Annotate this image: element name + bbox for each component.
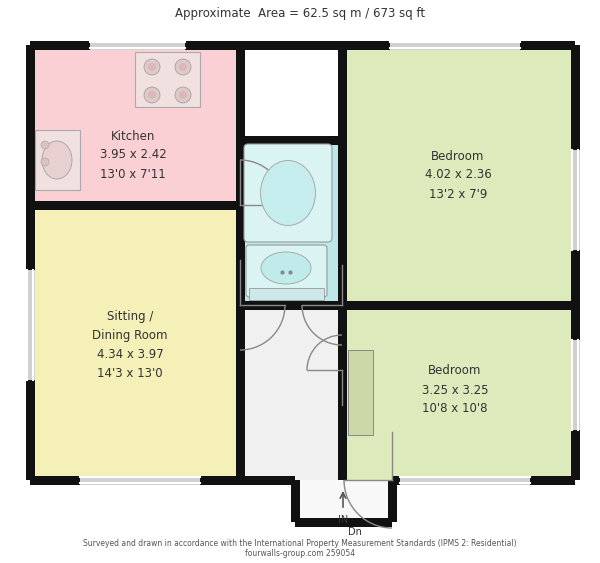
Bar	[240, 140, 342, 305]
Circle shape	[144, 59, 160, 75]
Bar	[30, 476, 295, 485]
Text: Bedroom
4.02 x 2.36
13'2 x 7'9: Bedroom 4.02 x 2.36 13'2 x 7'9	[425, 150, 491, 200]
Bar	[340, 301, 575, 310]
Bar	[340, 41, 575, 50]
Bar	[340, 45, 575, 305]
Text: fourwalls-group.com 259054: fourwalls-group.com 259054	[245, 549, 355, 558]
Bar	[30, 41, 240, 50]
Bar	[240, 305, 342, 480]
FancyBboxPatch shape	[246, 245, 327, 297]
Bar	[240, 136, 342, 145]
Text: Bedroom
3.25 x 3.25
10'8 x 10'8: Bedroom 3.25 x 3.25 10'8 x 10'8	[422, 364, 488, 415]
Bar	[30, 45, 240, 205]
Ellipse shape	[260, 160, 316, 226]
Bar	[30, 200, 240, 209]
Text: Dn: Dn	[348, 527, 362, 537]
Bar	[240, 301, 342, 310]
Bar	[35, 130, 80, 190]
Text: Surveyed and drawn in accordance with the International Property Measurement Sta: Surveyed and drawn in accordance with th…	[83, 538, 517, 547]
Bar	[571, 340, 580, 430]
Bar	[571, 45, 580, 480]
Bar	[80, 476, 200, 485]
Bar	[249, 288, 324, 300]
Bar	[295, 480, 392, 522]
Bar	[295, 517, 392, 526]
Bar	[290, 480, 299, 522]
Bar	[235, 45, 245, 480]
Bar	[240, 41, 342, 50]
Bar	[90, 41, 185, 50]
Bar	[25, 270, 35, 380]
Circle shape	[41, 158, 49, 166]
Circle shape	[148, 63, 156, 71]
Text: Sitting /
Dining Room
4.34 x 3.97
14'3 x 13'0: Sitting / Dining Room 4.34 x 3.97 14'3 x…	[92, 310, 168, 380]
Bar	[135, 52, 200, 107]
Bar	[340, 305, 575, 480]
Bar	[388, 480, 397, 522]
Text: Kitchen
3.95 x 2.42
13'0 x 7'11: Kitchen 3.95 x 2.42 13'0 x 7'11	[100, 129, 166, 181]
Bar	[348, 350, 373, 435]
Bar	[25, 45, 35, 480]
Circle shape	[175, 87, 191, 103]
Circle shape	[179, 63, 187, 71]
Ellipse shape	[261, 252, 311, 284]
Bar	[390, 41, 520, 50]
Circle shape	[144, 87, 160, 103]
Bar	[571, 150, 580, 250]
FancyBboxPatch shape	[244, 144, 332, 242]
Circle shape	[175, 59, 191, 75]
Bar	[30, 205, 240, 480]
Circle shape	[41, 141, 49, 149]
Bar	[392, 476, 575, 485]
Bar	[400, 476, 530, 485]
Ellipse shape	[42, 141, 72, 179]
Bar	[337, 45, 347, 480]
Circle shape	[179, 91, 187, 99]
Text: Approximate  Area = 62.5 sq m / 673 sq ft: Approximate Area = 62.5 sq m / 673 sq ft	[175, 7, 425, 20]
Text: IN: IN	[338, 515, 348, 525]
Circle shape	[148, 91, 156, 99]
